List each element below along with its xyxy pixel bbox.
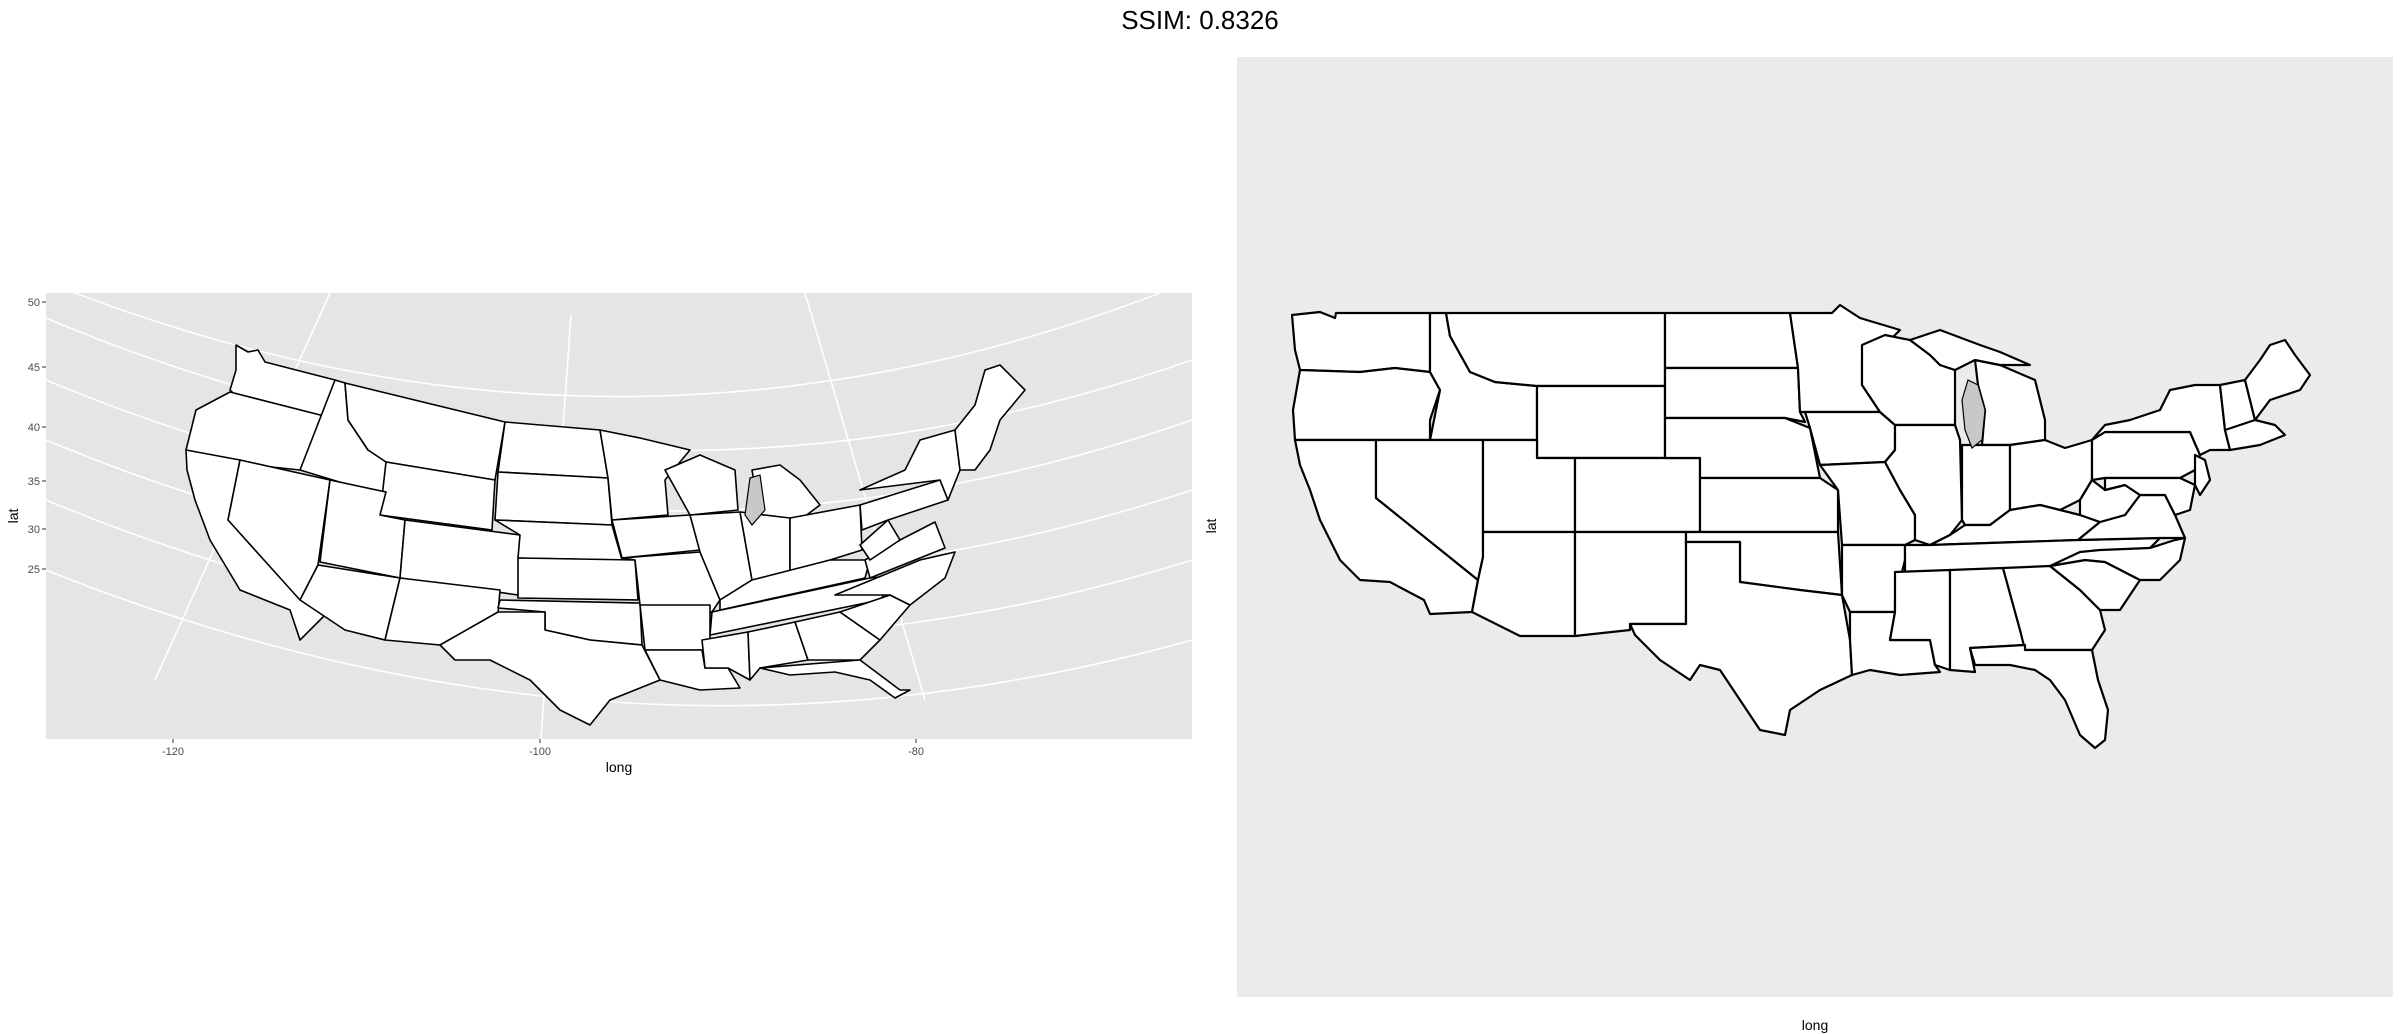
state-north-dakota	[1663, 311, 1800, 370]
state-west-virginia-l	[859, 519, 901, 561]
state-georgia-l	[794, 611, 881, 661]
state-north-dakota-l	[497, 421, 609, 479]
right-x-axis-title: long	[1802, 1017, 1828, 1033]
state-iowa	[1803, 410, 1897, 467]
x-tick-label: -120	[162, 746, 184, 758]
state-new-jersey	[2193, 453, 2212, 497]
state-maine	[2243, 338, 2312, 422]
state-minnesota-l	[599, 429, 691, 521]
state-louisiana-l	[644, 649, 741, 691]
state-michigan-up	[1908, 328, 2032, 372]
state-maryland-delaware	[2103, 476, 2197, 517]
state-wisconsin-l	[664, 454, 739, 516]
state-pennsylvania	[2090, 430, 2202, 482]
state-washington	[1290, 310, 1432, 374]
left-y-axis-title: lat	[5, 509, 21, 524]
state-south-dakota-l	[494, 471, 613, 526]
state-north-carolina	[2048, 536, 2187, 582]
state-montana	[1444, 311, 1667, 388]
state-florida-l	[759, 659, 911, 699]
state-colorado	[1573, 456, 1702, 534]
right-y-axis-title: lat	[1203, 519, 1219, 534]
state-wyoming	[1535, 384, 1667, 460]
state-indiana	[1960, 443, 2012, 527]
y-tick-label: 45	[28, 362, 40, 374]
state-kansas	[1698, 476, 1840, 534]
state-alabama-l	[747, 621, 809, 681]
right-us-states	[1290, 303, 2312, 750]
left-x-axis-title: long	[606, 759, 632, 775]
state-south-dakota	[1663, 366, 1807, 424]
state-texas-l	[439, 611, 661, 726]
y-tick-label: 40	[28, 422, 40, 434]
state-iowa-l	[611, 514, 701, 559]
state-oregon	[1291, 366, 1442, 442]
state-pennsylvania-l	[859, 479, 949, 531]
graticule-lat-50	[74, 293, 1161, 398]
state-florida	[1968, 643, 2110, 750]
x-tick-label: -100	[529, 746, 551, 758]
x-tick-label: -80	[908, 746, 924, 758]
graticule-lat-25	[46, 569, 1192, 707]
left-us-states	[185, 344, 1026, 726]
state-texas	[1628, 540, 1854, 737]
left-y-axis: 50 45 40 35 30 25 lat	[5, 297, 46, 576]
lake-michigan	[1961, 379, 1986, 449]
left-map-panel: -120 -100 -80 long 50 45 40 35 30 25 lat	[5, 293, 1192, 775]
left-x-axis: -120 -100 -80 long	[162, 739, 924, 775]
state-mississippi-l	[701, 631, 751, 681]
y-tick-label: 30	[28, 524, 40, 536]
right-map-panel: long lat	[1203, 57, 2393, 1033]
state-north-carolina-l	[834, 551, 956, 606]
figure-title: SSIM: 0.8326	[1121, 5, 1279, 35]
state-kansas-l	[517, 557, 639, 601]
state-new-england-l	[954, 364, 1026, 471]
state-arkansas-l	[639, 604, 711, 651]
y-tick-label: 35	[28, 476, 40, 488]
y-tick-label: 50	[28, 297, 40, 309]
y-tick-label: 25	[28, 564, 40, 576]
lake-michigan-l	[744, 474, 766, 526]
state-new-mexico	[1573, 530, 1688, 638]
state-illinois	[1883, 423, 1964, 547]
state-massachusetts-ri-ct	[2223, 418, 2287, 452]
state-ohio-l	[789, 504, 863, 573]
state-arizona-l	[299, 564, 401, 641]
graticule-long-80	[804, 293, 926, 701]
state-arizona	[1470, 530, 1577, 638]
